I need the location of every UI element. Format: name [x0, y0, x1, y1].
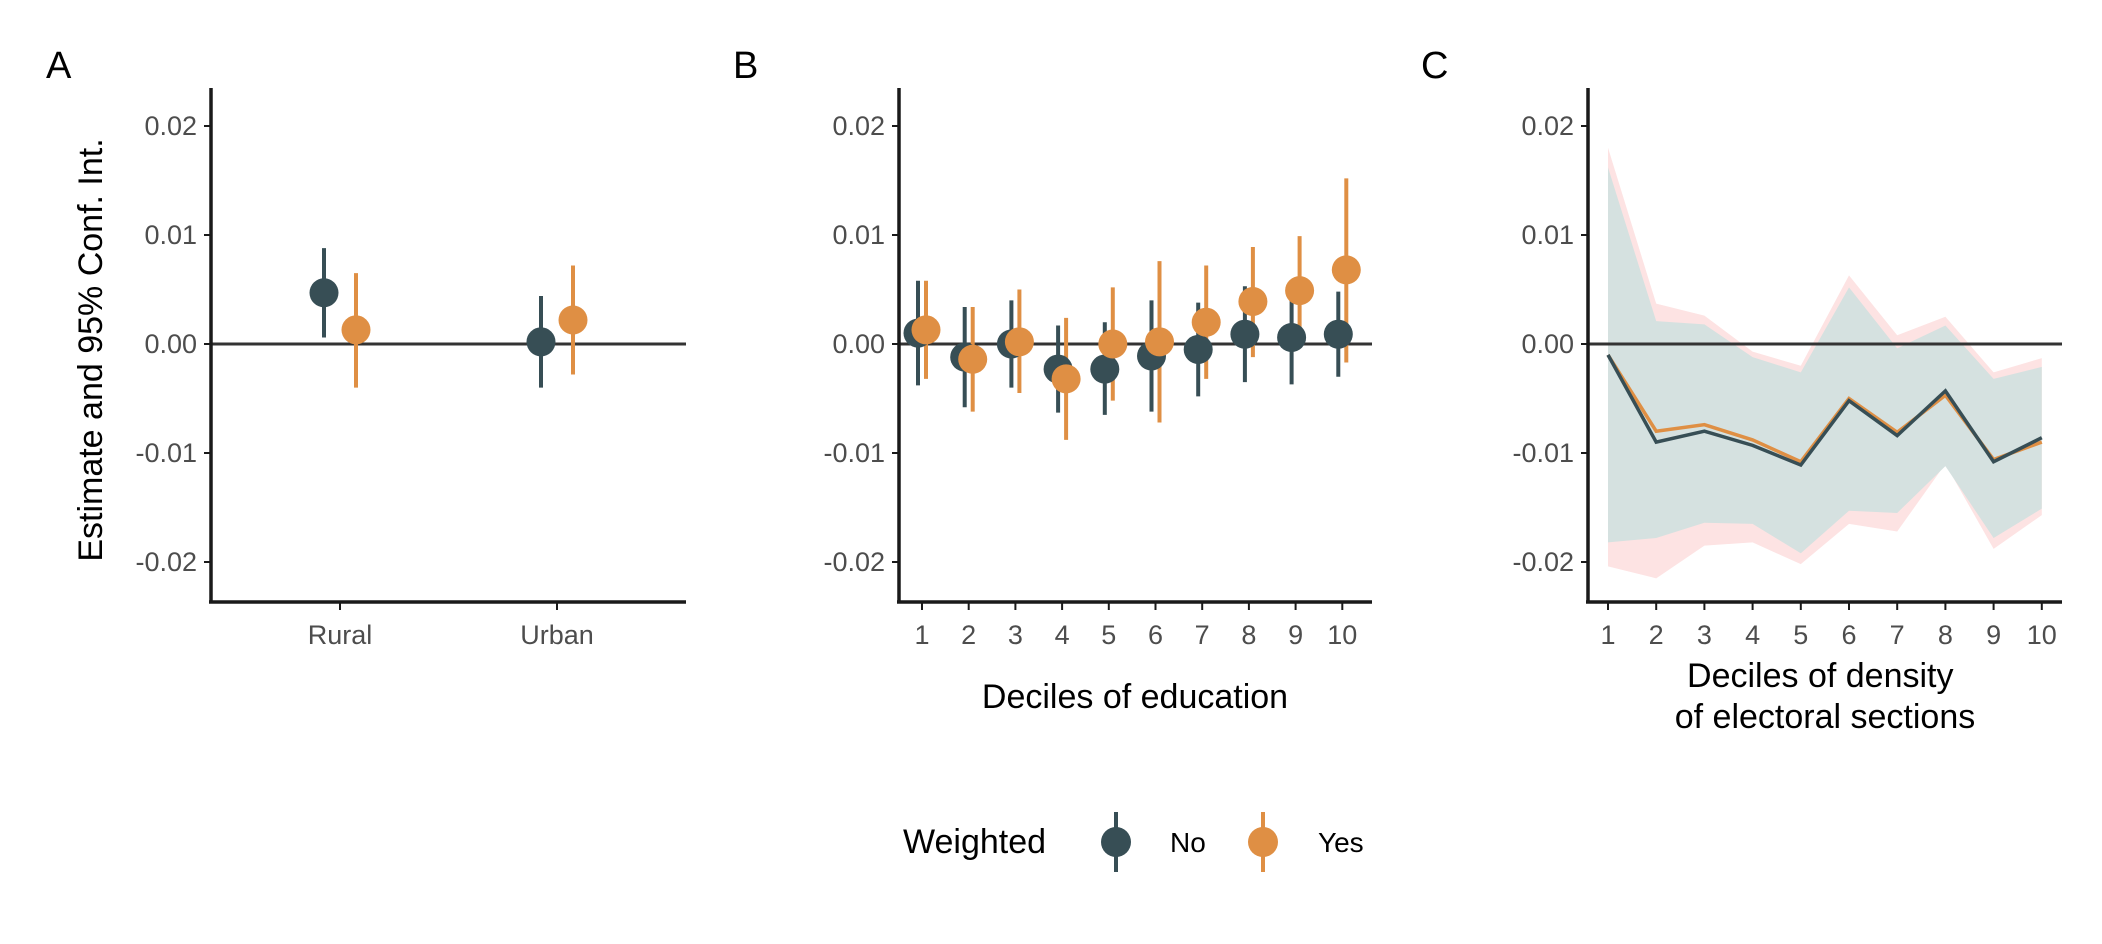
panel-a-y-tick-label: -0.01	[135, 438, 197, 468]
panel-b-y-tick-label: 0.01	[832, 220, 885, 250]
panel-c-y-tick-label: 0.00	[1521, 329, 1574, 359]
panel-b-point-yes	[1098, 329, 1128, 359]
panel-a-y-tick-label: 0.02	[144, 111, 197, 141]
panel-b-x-axis-title: Deciles of education	[982, 678, 1288, 716]
legend-key-no-point	[1101, 827, 1131, 857]
panel-b-point-no	[1090, 354, 1120, 384]
panel-b-x-tick-label: 7	[1195, 620, 1210, 650]
panel-b-x-tick-label: 2	[961, 620, 976, 650]
panel-b-point-yes	[1051, 364, 1081, 394]
panel-c-x-tick-label: 1	[1600, 620, 1615, 650]
legend: Weighted No Yes	[903, 812, 1364, 872]
panel-c-x-tick-label: 5	[1793, 620, 1808, 650]
panel-b-x-tick-label: 10	[1327, 620, 1357, 650]
panel-a-y-tick-label: 0.01	[144, 220, 197, 250]
panel-b-y-tick-label: -0.02	[823, 547, 885, 577]
legend-key-yes-point	[1248, 827, 1278, 857]
legend-title: Weighted	[903, 823, 1046, 861]
panel-c-x-tick-label: 2	[1649, 620, 1664, 650]
panel-c-x-axis-title: Deciles of density of electoral sections	[1675, 657, 1976, 736]
panel-c-x-tick-label: 10	[2027, 620, 2057, 650]
panel-b-point-no	[1323, 319, 1353, 349]
panel-b-x-tick-label: 1	[914, 620, 929, 650]
panel-b-point-yes	[1004, 327, 1034, 357]
panel-c-x-tick-label: 8	[1938, 620, 1953, 650]
panel-b-point-yes	[1331, 255, 1361, 285]
panel-c-x-tick-label: 4	[1745, 620, 1760, 650]
legend-key-yes	[1248, 812, 1278, 872]
panel-b-point-yes	[911, 315, 941, 345]
panel-a-tag: A	[46, 45, 72, 87]
panel-c-tag: C	[1421, 45, 1448, 87]
panel-b-x-tick-label: 6	[1148, 620, 1163, 650]
panel-a-point-yes	[558, 305, 588, 335]
panel-a-x-tick-label: Urban	[520, 620, 594, 650]
legend-label-yes: Yes	[1318, 827, 1364, 858]
panel-b-y-tick-label: -0.01	[823, 438, 885, 468]
panel-c-line-no	[1606, 354, 2043, 468]
panel-b-y-tick-label: 0.02	[832, 111, 885, 141]
panel-a-y-tick-label: -0.02	[135, 547, 197, 577]
panel-b-point-no	[1277, 322, 1307, 352]
panel-a-point-no	[309, 278, 339, 308]
panel-c-y-tick-label: 0.01	[1521, 220, 1574, 250]
panel-b-point-no	[1230, 319, 1260, 349]
legend-label-no: No	[1170, 827, 1206, 858]
panel-b-x-tick-label: 4	[1055, 620, 1070, 650]
panel-b-point-no	[1183, 334, 1213, 364]
panel-c-x-tick-label: 6	[1841, 620, 1856, 650]
panel-c-x-axis-title-line-2: of electoral sections	[1675, 698, 1976, 736]
panel-a-point-yes	[341, 315, 371, 345]
panel-b-point-yes	[1191, 307, 1221, 337]
panel-a-point-no	[526, 327, 556, 357]
panel-c-x-tick-label: 7	[1890, 620, 1905, 650]
panel-b-x-tick-label: 9	[1288, 620, 1303, 650]
panel-b-x-tick-label: 3	[1008, 620, 1023, 650]
panel-c-y-tick-label: -0.01	[1512, 438, 1574, 468]
panel-b: B Deciles of education 0.02 0.01 0.00 -0.01…	[733, 45, 1372, 716]
panel-b-point-yes	[958, 344, 988, 374]
panel-b-tag: B	[733, 45, 758, 87]
panel-c-x-tick-label: 3	[1697, 620, 1712, 650]
legend-key-no	[1101, 812, 1131, 872]
panel-c-y-tick-label: -0.02	[1512, 547, 1574, 577]
panel-a-x-tick-label: Rural	[308, 620, 373, 650]
panel-c-ribbon-no	[1608, 167, 2042, 554]
panel-c-x-tick-label: 9	[1986, 620, 2001, 650]
panel-b-point-yes	[1145, 327, 1174, 357]
panel-c-y-tick-label: 0.02	[1521, 111, 1574, 141]
panel-a: A Estimate and 95% Conf. Int. 0.02 0.01 0.…	[46, 45, 686, 650]
panel-b-x-tick-label: 5	[1101, 620, 1116, 650]
panel-b-x-tick-label: 8	[1241, 620, 1256, 650]
panel-a-y-tick-label: 0.00	[144, 329, 197, 359]
panel-b-point-yes	[1285, 276, 1315, 306]
panel-c-x-axis-title-line-1: Deciles of density	[1687, 657, 1953, 695]
panel-a-y-axis-title: Estimate and 95% Conf. Int.	[72, 138, 110, 561]
panel-b-point-yes	[1238, 286, 1268, 316]
panel-c: C Deciles of density of electoral sectio…	[1421, 45, 2062, 736]
panel-b-y-tick-label: 0.00	[832, 329, 885, 359]
